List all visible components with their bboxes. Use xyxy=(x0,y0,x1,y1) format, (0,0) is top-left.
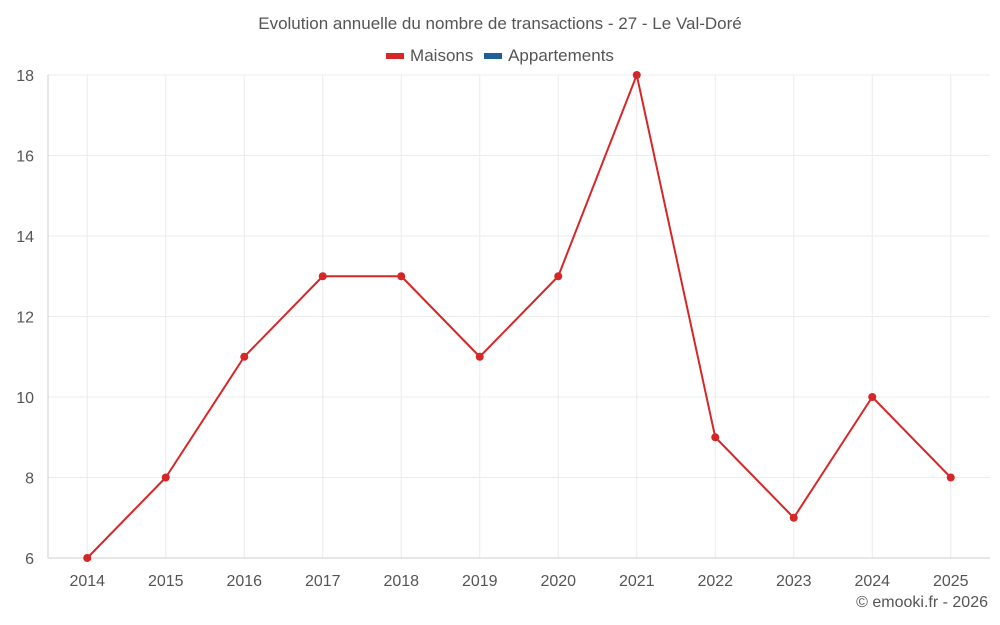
y-tick-label: 12 xyxy=(16,310,34,327)
data-point xyxy=(789,513,798,522)
x-tick-label: 2021 xyxy=(619,573,655,590)
data-point xyxy=(868,393,877,401)
x-tick-label: 2022 xyxy=(697,573,733,590)
legend-label-appartements: Appartements xyxy=(508,46,614,65)
x-tick-label: 2025 xyxy=(933,573,969,590)
x-tick-labels: 2014 2015 2016 2017 2018 2019 2020 2021 2022 2023… xyxy=(69,573,968,590)
legend-item-maisons[interactable]: Maisons xyxy=(386,46,473,66)
legend-swatch-maisons xyxy=(386,53,405,59)
y-tick-label: 18 xyxy=(16,68,34,85)
data-point xyxy=(161,473,170,482)
chart-title: Evolution annuelle du nombre de transact… xyxy=(258,14,742,33)
x-tick-label: 2018 xyxy=(383,573,419,590)
data-point xyxy=(318,272,327,281)
y-tick-label: 14 xyxy=(16,229,34,246)
data-series xyxy=(83,71,955,562)
series-line-maisons xyxy=(86,74,952,559)
data-point xyxy=(711,433,720,442)
y-tick-label: 16 xyxy=(16,149,34,166)
data-point xyxy=(554,272,563,281)
legend-swatch-appartements xyxy=(484,53,503,59)
y-tick-label: 6 xyxy=(25,551,34,568)
data-point xyxy=(632,71,641,79)
x-tick-label: 2017 xyxy=(305,573,341,590)
data-point xyxy=(946,473,955,482)
legend-item-appartements[interactable]: Appartements xyxy=(484,46,614,66)
x-tick-label: 2015 xyxy=(148,573,184,590)
x-tick-label: 2016 xyxy=(226,573,262,590)
data-point xyxy=(240,352,249,361)
axes xyxy=(47,75,990,559)
x-tick-label: 2014 xyxy=(69,573,105,590)
credit-text: © emooki.fr - 2026 xyxy=(856,594,988,611)
y-tick-label: 8 xyxy=(25,471,34,488)
data-point xyxy=(83,554,92,562)
x-tick-label: 2024 xyxy=(854,573,890,590)
data-point xyxy=(397,272,406,281)
legend-label-maisons: Maisons xyxy=(410,46,474,65)
y-tick-label: 10 xyxy=(16,390,34,407)
x-tick-label: 2023 xyxy=(776,573,812,590)
data-point xyxy=(475,352,484,361)
x-tick-label: 2019 xyxy=(462,573,498,590)
y-tick-labels: 6 8 10 12 14 16 18 xyxy=(16,68,34,568)
chart-legend: Maisons Appartements xyxy=(0,44,1000,66)
x-tick-label: 2020 xyxy=(540,573,576,590)
